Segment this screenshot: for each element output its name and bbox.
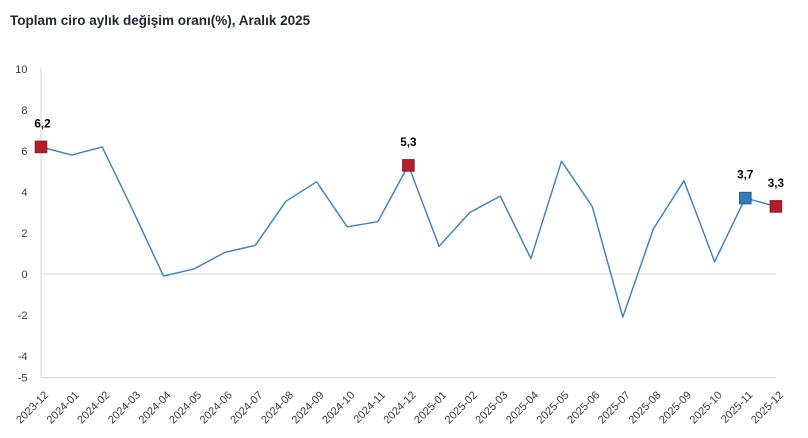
svg-text:10: 10 — [15, 64, 27, 76]
svg-text:2025-02: 2025-02 — [443, 389, 480, 426]
svg-text:2025-01: 2025-01 — [412, 389, 449, 426]
svg-text:2025-08: 2025-08 — [626, 389, 663, 426]
svg-text:6: 6 — [21, 146, 27, 158]
svg-text:2025-04: 2025-04 — [504, 389, 541, 426]
svg-text:2024-11: 2024-11 — [351, 389, 387, 425]
svg-text:3,7: 3,7 — [737, 169, 753, 182]
svg-text:4: 4 — [21, 187, 27, 199]
svg-text:Toplam ciro aylık değişim oran: Toplam ciro aylık değişim oranı(%), Aral… — [10, 13, 311, 28]
svg-text:2025-05: 2025-05 — [535, 389, 572, 426]
svg-text:2023-12: 2023-12 — [14, 389, 51, 426]
svg-text:2024-02: 2024-02 — [75, 389, 112, 426]
svg-text:2025-11: 2025-11 — [719, 389, 755, 425]
svg-text:8: 8 — [21, 105, 27, 117]
svg-text:0: 0 — [21, 269, 27, 281]
svg-text:2025-06: 2025-06 — [565, 389, 602, 426]
svg-text:2024-10: 2024-10 — [320, 389, 357, 426]
svg-text:2025-12: 2025-12 — [749, 389, 786, 426]
svg-text:2024-05: 2024-05 — [167, 389, 204, 426]
svg-text:2024-07: 2024-07 — [228, 389, 265, 426]
svg-text:-4: -4 — [18, 351, 28, 363]
svg-text:2024-06: 2024-06 — [198, 389, 235, 426]
svg-text:2024-01: 2024-01 — [45, 389, 82, 426]
svg-text:2024-09: 2024-09 — [290, 389, 327, 426]
svg-text:6,2: 6,2 — [34, 117, 51, 130]
svg-text:2024-04: 2024-04 — [137, 389, 174, 426]
svg-text:-2: -2 — [18, 310, 28, 322]
svg-text:2025-10: 2025-10 — [688, 389, 725, 426]
svg-text:2024-12: 2024-12 — [381, 389, 418, 426]
svg-text:2025-07: 2025-07 — [596, 389, 633, 426]
svg-text:2024-03: 2024-03 — [106, 389, 143, 426]
svg-text:-5: -5 — [18, 372, 28, 384]
svg-text:5,3: 5,3 — [400, 136, 417, 149]
svg-text:3,3: 3,3 — [768, 177, 785, 190]
svg-text:2: 2 — [21, 228, 27, 240]
svg-text:2025-03: 2025-03 — [473, 389, 510, 426]
svg-text:2025-09: 2025-09 — [657, 389, 694, 426]
svg-text:2024-08: 2024-08 — [259, 389, 296, 426]
